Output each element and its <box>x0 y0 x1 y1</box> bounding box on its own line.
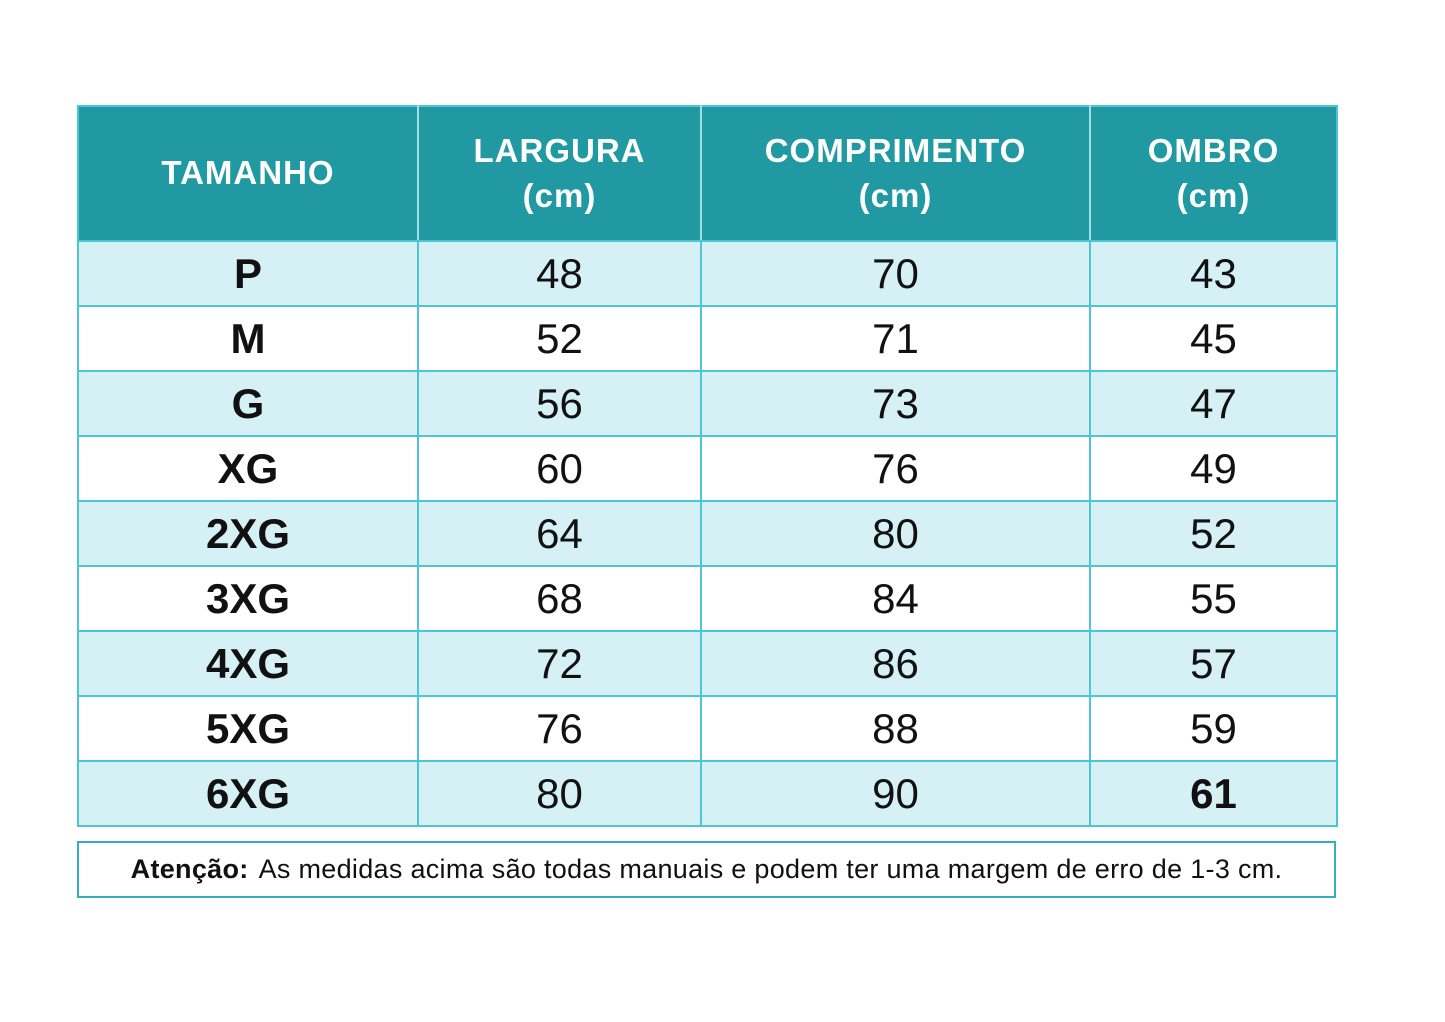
largura-value-cell: 80 <box>417 760 702 827</box>
comprimento-value-cell: 71 <box>700 305 1091 372</box>
column-header-largura: LARGURA (cm) <box>417 105 702 242</box>
attention-note-text: As medidas acima são todas manuais e pod… <box>258 854 1283 884</box>
largura-value-cell: 72 <box>417 630 702 697</box>
ombro-value-cell: 55 <box>1089 565 1338 632</box>
size-cell: 6XG <box>77 760 419 827</box>
table-row-xg: XG 60 76 49 <box>77 435 1338 502</box>
ombro-value-cell: 59 <box>1089 695 1338 762</box>
largura-value-cell: 48 <box>417 240 702 307</box>
comprimento-value-cell: 70 <box>700 240 1091 307</box>
table-row-3xg: 3XG 68 84 55 <box>77 565 1338 632</box>
attention-note: Atenção: As medidas acima são todas manu… <box>77 841 1336 898</box>
size-chart-header: TAMANHO LARGURA (cm) COMPRIMENTO (cm) OMBRO (c… <box>77 105 1338 242</box>
ombro-value-cell: 47 <box>1089 370 1338 437</box>
header-row: TAMANHO LARGURA (cm) COMPRIMENTO (cm) OMBRO (c… <box>77 105 1338 242</box>
ombro-value-cell: 45 <box>1089 305 1338 372</box>
size-cell: 4XG <box>77 630 419 697</box>
column-header-unit: (cm) <box>858 176 933 214</box>
attention-note-prefix: Atenção: <box>130 854 249 884</box>
size-cell: 3XG <box>77 565 419 632</box>
size-cell: 2XG <box>77 500 419 567</box>
column-header-label: COMPRIMENTO <box>764 131 1027 169</box>
column-header-ombro: OMBRO (cm) <box>1089 105 1338 242</box>
table-row-m: M 52 71 45 <box>77 305 1338 372</box>
size-cell: G <box>77 370 419 437</box>
comprimento-value-cell: 73 <box>700 370 1091 437</box>
table-row-2xg: 2XG 64 80 52 <box>77 500 1338 567</box>
size-cell: 5XG <box>77 695 419 762</box>
column-header-label: LARGURA <box>473 131 646 169</box>
size-cell: M <box>77 305 419 372</box>
comprimento-value-cell: 80 <box>700 500 1091 567</box>
size-cell: P <box>77 240 419 307</box>
largura-value-cell: 52 <box>417 305 702 372</box>
table-row-6xg: 6XG 80 90 61 <box>77 760 1338 827</box>
size-cell: XG <box>77 435 419 502</box>
table-row-4xg: 4XG 72 86 57 <box>77 630 1338 697</box>
largura-value-cell: 76 <box>417 695 702 762</box>
table-row-p: P 48 70 43 <box>77 240 1338 307</box>
comprimento-value-cell: 90 <box>700 760 1091 827</box>
ombro-value-cell: 49 <box>1089 435 1338 502</box>
comprimento-value-cell: 88 <box>700 695 1091 762</box>
table-row-5xg: 5XG 76 88 59 <box>77 695 1338 762</box>
comprimento-value-cell: 86 <box>700 630 1091 697</box>
ombro-value-cell: 61 <box>1089 760 1338 827</box>
column-header-comprimento: COMPRIMENTO (cm) <box>700 105 1091 242</box>
table-row-g: G 56 73 47 <box>77 370 1338 437</box>
ombro-value-cell: 57 <box>1089 630 1338 697</box>
largura-value-cell: 56 <box>417 370 702 437</box>
column-header-label: OMBRO <box>1147 131 1280 169</box>
largura-value-cell: 68 <box>417 565 702 632</box>
ombro-value-cell: 52 <box>1089 500 1338 567</box>
size-chart-body: P 48 70 43 M 52 71 45 G 56 73 47 XG 60 76 49 2XG 64 80 52 3X… <box>77 240 1338 827</box>
column-header-unit: (cm) <box>522 176 597 214</box>
size-chart-table: TAMANHO LARGURA (cm) COMPRIMENTO (cm) OMBRO (c… <box>77 105 1338 827</box>
comprimento-value-cell: 84 <box>700 565 1091 632</box>
comprimento-value-cell: 76 <box>700 435 1091 502</box>
largura-value-cell: 60 <box>417 435 702 502</box>
largura-value-cell: 64 <box>417 500 702 567</box>
column-header-unit: (cm) <box>1176 176 1251 214</box>
ombro-value-cell: 43 <box>1089 240 1338 307</box>
column-header-tamanho: TAMANHO <box>77 105 419 242</box>
size-chart-sheet: TAMANHO LARGURA (cm) COMPRIMENTO (cm) OMBRO (c… <box>77 105 1338 898</box>
